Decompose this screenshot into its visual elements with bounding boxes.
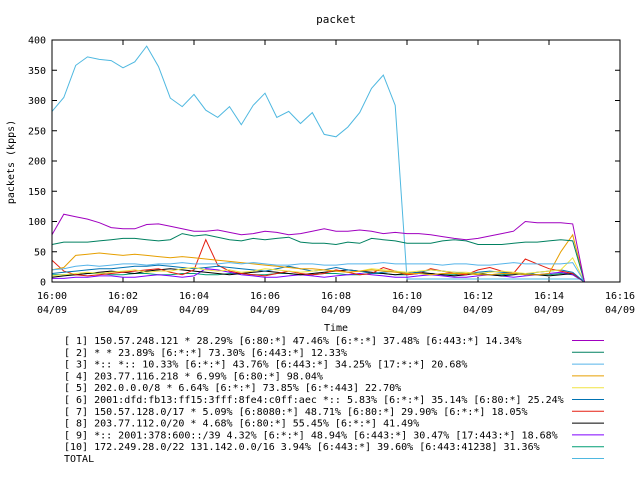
x-tick-time: 16:06	[250, 291, 280, 302]
x-tick-time: 16:08	[321, 291, 351, 302]
legend-entry: [ 7] 150.57.128.0/17 * 5.09% [6:8080:*] …	[64, 407, 528, 418]
x-tick-time: 16:12	[463, 291, 493, 302]
legend-entry: [ 1] 150.57.248.121 * 28.29% [6:80:*] 47…	[64, 336, 522, 347]
legend-entry: [ 6] 2001:dfd:fb13:ff15:3fff:8fe4:c0ff:a…	[64, 395, 564, 406]
series-line-11	[51, 45, 585, 280]
x-tick-time: 16:04	[179, 291, 209, 302]
x-tick-time: 16:14	[534, 291, 564, 302]
x-axis-label: Time	[324, 323, 348, 334]
x-tick-date: 04/09	[534, 305, 564, 316]
legend-entry: [ 3] *:: *:: 10.33% [6:*:*] 43.76% [6:44…	[64, 360, 467, 371]
x-tick-date: 04/09	[392, 305, 422, 316]
legend-entry: [ 8] 203.77.112.0/20 * 4.68% [6:80:*] 55…	[64, 419, 419, 430]
x-tick-time: 16:02	[108, 291, 138, 302]
y-tick-label: 100	[28, 217, 46, 228]
legend-entry: TOTAL	[64, 454, 94, 465]
plot-frame	[51, 39, 621, 283]
series-line-3	[51, 262, 585, 283]
legend-entry: [ 2] * * 23.89% [6:*:*] 73.30% [6:443:*]…	[64, 348, 347, 359]
series-line-7	[51, 238, 585, 283]
x-tick-date: 04/09	[250, 305, 280, 316]
x-tick-date: 04/09	[108, 305, 138, 316]
series-line-1	[51, 213, 585, 283]
legend-entry: [ 9] *:: 2001:378:600::/39 4.32% [6:*:*]…	[64, 430, 558, 441]
series-line-5	[51, 256, 585, 283]
legend-entry: [ 5] 202.0.0.0/8 * 6.64% [6:*:*] 73.85% …	[64, 383, 401, 394]
x-tick-date: 04/09	[605, 305, 635, 316]
chart-title: packet	[316, 13, 356, 26]
x-tick-time: 16:10	[392, 291, 422, 302]
y-tick-label: 300	[28, 96, 46, 107]
legend-entry: [10] 172.249.28.0/22 131.142.0.0/16 3.94…	[64, 442, 540, 453]
series-line-10	[52, 272, 585, 283]
x-tick-time: 16:16	[605, 291, 635, 302]
x-tick-date: 04/09	[321, 305, 351, 316]
y-tick-label: 150	[28, 187, 46, 198]
y-tick-label: 350	[28, 66, 46, 77]
y-tick-label: 400	[28, 36, 46, 47]
y-axis-label: packets (kpps)	[6, 120, 17, 204]
series-line-8	[51, 268, 585, 283]
y-tick-label: 250	[28, 126, 46, 137]
y-tick-label: 50	[34, 247, 46, 258]
x-tick-date: 04/09	[463, 305, 493, 316]
legend-entry: [ 4] 203.77.116.218 * 6.99% [6:80:*] 98.…	[64, 371, 323, 382]
series-line-4	[51, 233, 585, 283]
y-tick-label: 0	[40, 278, 46, 289]
y-tick-label: 200	[28, 157, 46, 168]
legend: [ 1] 150.57.248.121 * 28.29% [6:80:*] 47…	[64, 336, 604, 465]
series-lines	[51, 45, 585, 283]
series-line-2	[51, 233, 585, 283]
x-tick-time: 16:00	[37, 291, 67, 302]
x-tick-date: 04/09	[37, 305, 67, 316]
x-tick-date: 04/09	[179, 305, 209, 316]
